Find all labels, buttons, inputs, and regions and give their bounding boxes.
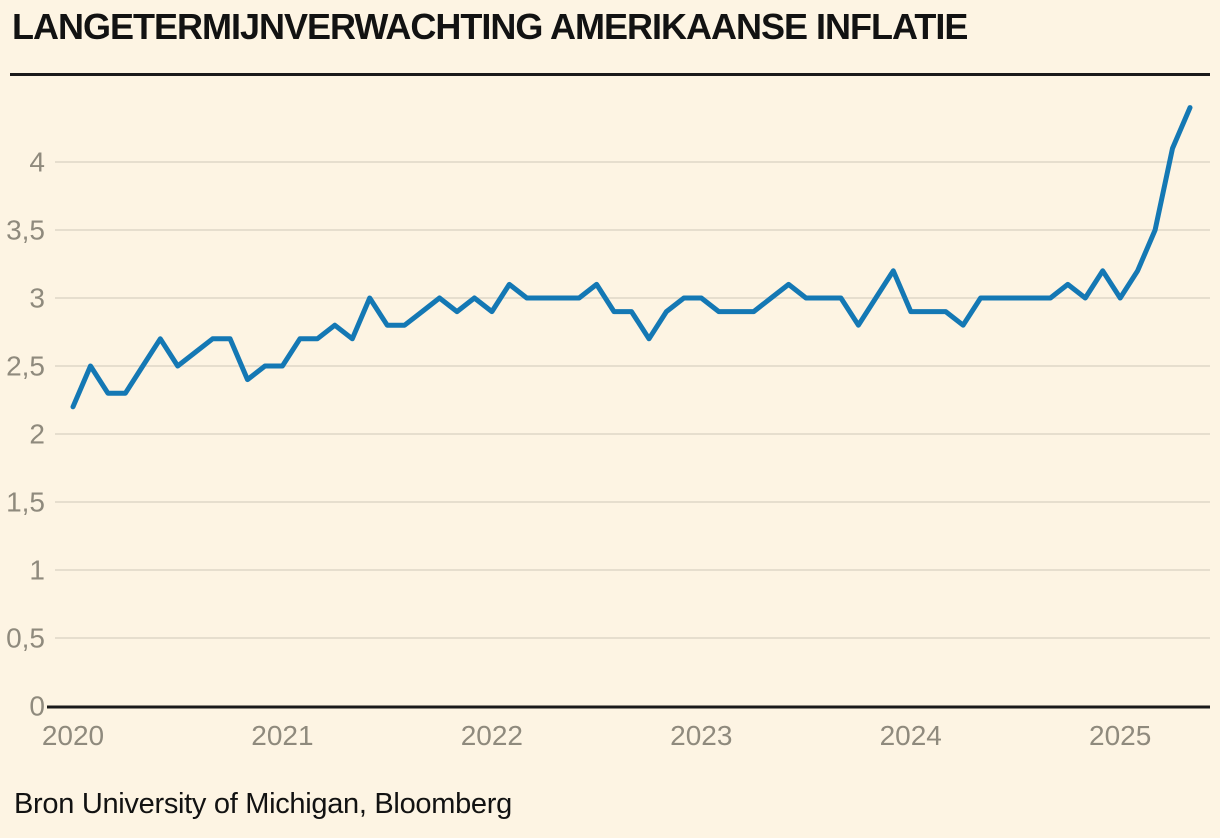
y-tick-label: 0,5 <box>6 623 45 654</box>
y-tick-label: 2 <box>29 419 45 450</box>
y-axis-tick-labels: 0 0,5 1 1,5 2 2,5 3 3,5 4 <box>6 147 45 722</box>
y-tick-label: 2,5 <box>6 351 45 382</box>
y-tick-label: 1 <box>29 555 45 586</box>
gridlines <box>55 161 1210 639</box>
x-tick-label: 2021 <box>251 720 313 751</box>
x-tick-label: 2022 <box>461 720 523 751</box>
x-axis-tick-labels: 2020 2021 2022 2023 2024 2025 <box>42 720 1151 751</box>
x-tick-label: 2023 <box>670 720 732 751</box>
y-tick-label: 3,5 <box>6 215 45 246</box>
inflation-expectation-series-line <box>70 105 1193 410</box>
title-underline <box>10 73 1210 76</box>
y-tick-label: 4 <box>29 147 45 178</box>
x-tick-label: 2020 <box>42 720 104 751</box>
x-tick-label: 2024 <box>880 720 942 751</box>
chart-title: LANGETERMIJNVERWACHTING AMERIKAANSE INFL… <box>12 6 968 47</box>
x-tick-label: 2025 <box>1089 720 1151 751</box>
source-attribution: Bron University of Michigan, Bloomberg <box>14 788 512 820</box>
y-tick-label: 1,5 <box>6 487 45 518</box>
y-tick-label: 3 <box>29 283 45 314</box>
y-tick-label: 0 <box>29 691 45 722</box>
